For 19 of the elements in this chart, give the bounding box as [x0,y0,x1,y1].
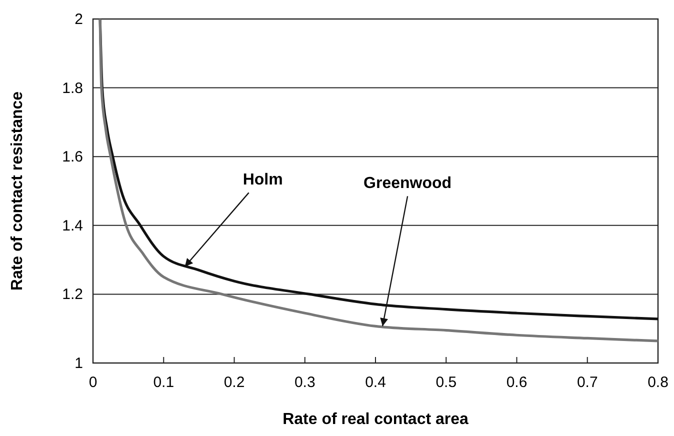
y-tick-label: 1.4 [62,217,83,234]
x-tick-label: 0.6 [506,374,528,391]
annotation: Holm [242,172,283,189]
x-tick-label: 0.8 [648,374,668,391]
annotation: Greenwood [364,175,452,192]
x-tick-label: 0 [88,374,98,391]
y-tick-label: 1 [74,355,83,372]
x-tick-label: 0.1 [153,374,174,391]
y-tick-label: 1.2 [62,286,83,304]
x-tick-label: 0.7 [576,374,598,391]
y-tick-label: 2 [74,11,83,28]
x-tick-label: 0.4 [365,374,386,391]
x-axis-title: Rate of real contact area [282,411,469,428]
x-tick-label: 0.5 [436,374,457,391]
y-tick-label: 1.6 [62,148,83,166]
y-tick-label: 1.8 [62,80,83,97]
x-tick-label: 0.2 [224,374,245,391]
x-tick-label: 0.3 [294,374,316,391]
y-axis-title: Rate of contact resistance [9,91,26,291]
